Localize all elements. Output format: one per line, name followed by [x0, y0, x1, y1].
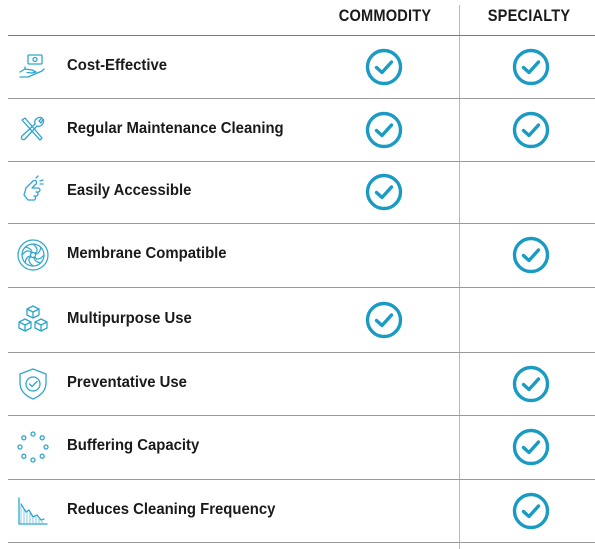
specialty-check-icon: [512, 111, 550, 149]
shield-check-icon: [16, 367, 50, 401]
commodity-check-icon: [365, 173, 403, 211]
row-label: Regular Maintenance Cleaning: [67, 120, 284, 137]
row-label: Buffering Capacity: [67, 437, 200, 454]
boxes-icon: [16, 303, 50, 337]
specialty-check-icon: [512, 48, 550, 86]
row-label: Easily Accessible: [67, 182, 192, 199]
table-row: Buffering Capacity: [8, 416, 595, 480]
column-divider: [459, 5, 460, 549]
specialty-check-icon: [512, 492, 550, 530]
header-specialty: SPECIALTY: [487, 6, 571, 25]
specialty-check-icon: [512, 365, 550, 403]
table-row: Membrane Compatible: [8, 224, 595, 288]
specialty-check-icon: [512, 236, 550, 274]
row-label: Cost-Effective: [67, 57, 168, 74]
pointing-hand-icon: [16, 175, 50, 209]
hand-money-icon: [16, 50, 50, 84]
dots-circle-icon: [16, 430, 50, 464]
row-divider: [8, 287, 595, 288]
header-divider: [8, 35, 595, 36]
commodity-check-icon: [365, 48, 403, 86]
declining-chart-icon: [16, 494, 50, 528]
table-row: Multipurpose Use: [8, 288, 595, 353]
row-label: Membrane Compatible: [67, 245, 227, 262]
commodity-check-icon: [365, 111, 403, 149]
row-divider: [8, 352, 595, 353]
row-divider: [8, 223, 595, 224]
row-divider: [8, 98, 595, 99]
table-row: Preventative Use: [8, 353, 595, 416]
header-commodity: COMMODITY: [338, 6, 432, 25]
row-label: Reduces Cleaning Frequency: [67, 501, 276, 518]
tools-icon: [16, 113, 50, 147]
row-label: Multipurpose Use: [67, 310, 192, 327]
table-row: Regular Maintenance Cleaning: [8, 99, 595, 162]
row-divider: [8, 542, 595, 543]
membrane-icon: [16, 238, 50, 272]
table-row: Easily Accessible: [8, 162, 595, 224]
row-label: Preventative Use: [67, 374, 187, 391]
row-divider: [8, 415, 595, 416]
row-divider: [8, 479, 595, 480]
table-row: Reduces Cleaning Frequency: [8, 480, 595, 543]
commodity-check-icon: [365, 301, 403, 339]
table-row: Cost-Effective: [8, 36, 595, 99]
specialty-check-icon: [512, 428, 550, 466]
row-divider: [8, 161, 595, 162]
